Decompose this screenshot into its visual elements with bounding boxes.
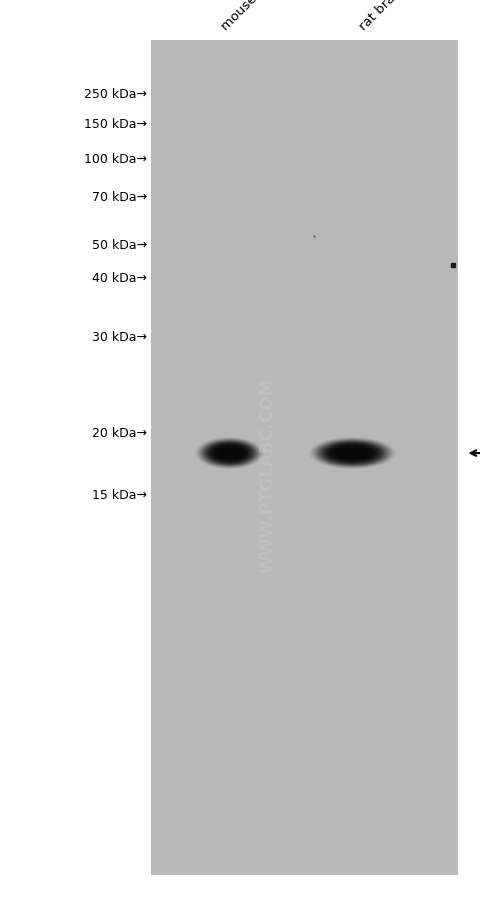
- Ellipse shape: [209, 444, 250, 464]
- Ellipse shape: [312, 438, 393, 468]
- Ellipse shape: [310, 437, 396, 469]
- Ellipse shape: [326, 444, 379, 464]
- Text: 50 kDa→: 50 kDa→: [92, 238, 147, 252]
- FancyBboxPatch shape: [151, 41, 458, 875]
- Ellipse shape: [318, 441, 387, 466]
- Ellipse shape: [198, 438, 261, 468]
- Ellipse shape: [340, 449, 365, 458]
- Ellipse shape: [321, 442, 384, 465]
- Ellipse shape: [213, 446, 246, 461]
- Ellipse shape: [227, 452, 233, 455]
- Ellipse shape: [315, 440, 390, 467]
- Ellipse shape: [222, 450, 237, 457]
- Text: 150 kDa→: 150 kDa→: [84, 117, 147, 131]
- Text: 100 kDa→: 100 kDa→: [84, 152, 147, 166]
- Text: 70 kDa→: 70 kDa→: [92, 191, 147, 204]
- Ellipse shape: [200, 440, 259, 467]
- Ellipse shape: [203, 441, 257, 466]
- Ellipse shape: [224, 451, 235, 456]
- Ellipse shape: [337, 448, 368, 459]
- Ellipse shape: [216, 447, 243, 460]
- Text: WWW.PTGLABC.COM: WWW.PTGLABC.COM: [259, 377, 277, 572]
- Ellipse shape: [218, 448, 241, 459]
- Ellipse shape: [324, 443, 382, 465]
- Text: 40 kDa→: 40 kDa→: [92, 272, 147, 285]
- Ellipse shape: [207, 443, 252, 465]
- Ellipse shape: [332, 446, 373, 461]
- Text: 20 kDa→: 20 kDa→: [92, 427, 147, 439]
- Ellipse shape: [220, 449, 239, 458]
- Ellipse shape: [204, 442, 254, 465]
- Ellipse shape: [346, 451, 359, 456]
- Text: 30 kDa→: 30 kDa→: [92, 330, 147, 344]
- Text: mouse brain: mouse brain: [219, 0, 287, 33]
- Ellipse shape: [343, 450, 362, 457]
- Ellipse shape: [348, 452, 356, 455]
- Text: rat brain: rat brain: [357, 0, 407, 33]
- Ellipse shape: [335, 447, 370, 460]
- Text: 250 kDa→: 250 kDa→: [84, 88, 147, 101]
- Ellipse shape: [329, 445, 376, 462]
- Ellipse shape: [211, 445, 248, 462]
- Ellipse shape: [196, 437, 264, 469]
- Text: 15 kDa→: 15 kDa→: [92, 489, 147, 502]
